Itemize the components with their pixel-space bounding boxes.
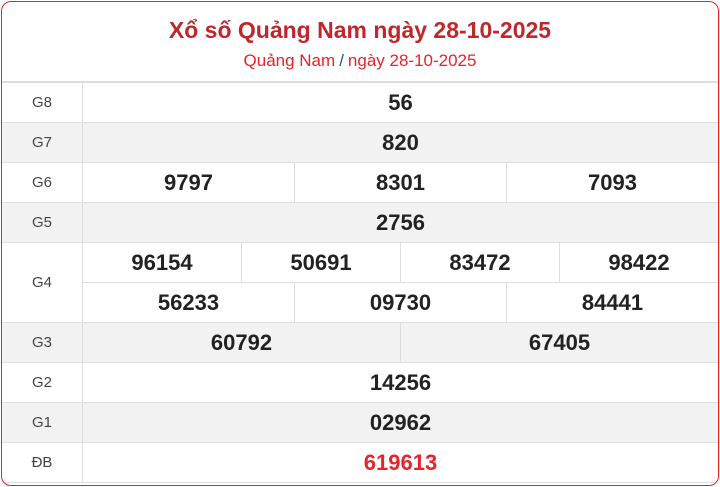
prize-label: G6 — [2, 162, 83, 203]
prize-number: 50691 — [241, 243, 400, 282]
number-line: 02962 — [83, 403, 718, 442]
prize-number: 14256 — [369, 369, 432, 395]
prize-number: 83472 — [400, 243, 559, 282]
number-line: 60792 67405 — [83, 323, 718, 362]
prize-number: 7093 — [506, 163, 718, 202]
prize-numbers: 60792 67405 — [82, 322, 718, 363]
prize-number: 8301 — [294, 163, 506, 202]
prize-label: G5 — [2, 202, 83, 243]
prize-number: 84441 — [506, 283, 718, 322]
breadcrumb-separator: / — [339, 51, 344, 70]
number-line: 14256 — [83, 363, 718, 402]
prize-label: G2 — [2, 362, 83, 403]
prize-number: 9797 — [164, 169, 213, 195]
number-line: 9797 8301 7093 — [83, 163, 718, 202]
prize-number: 98422 — [559, 243, 718, 282]
prize-number: 60792 — [210, 329, 273, 355]
prize-number: 02962 — [369, 409, 432, 435]
prize-number: 820 — [382, 129, 419, 155]
number-line: 2756 — [83, 203, 718, 242]
breadcrumb: Quảng Nam / ngày 28-10-2025 — [2, 51, 718, 71]
prize-row-g4: G4 96154 50691 83472 98422 56233 09730 84441 — [2, 242, 718, 323]
prize-row-đb: ĐB 619613 — [2, 442, 718, 483]
breadcrumb-date-link[interactable]: ngày 28-10-2025 — [347, 51, 477, 70]
number-line: 56233 09730 84441 — [83, 282, 718, 322]
breadcrumb-province-link[interactable]: Quảng Nam — [243, 51, 336, 70]
prize-row-g8: G8 56 — [2, 82, 718, 123]
prize-row-g3: G3 60792 67405 — [2, 322, 718, 363]
header: Xổ số Quảng Nam ngày 28-10-2025 Quảng Na… — [2, 2, 718, 82]
prize-row-g2: G2 14256 — [2, 362, 718, 403]
prize-number: 56 — [388, 89, 413, 115]
prize-number: 09730 — [294, 283, 506, 322]
prize-numbers: 14256 — [82, 362, 718, 403]
prize-numbers: 02962 — [82, 402, 718, 443]
prize-label: G4 — [2, 242, 83, 323]
prize-label: G3 — [2, 322, 83, 363]
prize-label: G1 — [2, 402, 83, 443]
prize-numbers: 820 — [82, 122, 718, 163]
prize-numbers: 619613 — [82, 442, 718, 483]
results-table: G8 56 G7 820 G6 9797 8301 7093 G5 2756 G4 96154 5069… — [2, 82, 718, 483]
prize-number: 2756 — [376, 209, 425, 235]
prize-numbers: 96154 50691 83472 98422 56233 09730 84441 — [82, 242, 718, 323]
prize-numbers: 9797 8301 7093 — [82, 162, 718, 203]
prize-row-g5: G5 2756 — [2, 202, 718, 243]
prize-number: 96154 — [131, 249, 193, 275]
number-line: 820 — [83, 123, 718, 162]
number-line: 619613 — [83, 443, 718, 482]
special-prize-number: 619613 — [363, 449, 438, 475]
prize-label: G7 — [2, 122, 83, 163]
prize-numbers: 2756 — [82, 202, 718, 243]
number-line: 56 — [83, 83, 718, 122]
prize-label: ĐB — [2, 442, 83, 483]
page-title: Xổ số Quảng Nam ngày 28-10-2025 — [168, 17, 552, 43]
prize-row-g6: G6 9797 8301 7093 — [2, 162, 718, 203]
prize-number: 67405 — [400, 323, 718, 362]
prize-label: G8 — [2, 82, 83, 123]
prize-row-g1: G1 02962 — [2, 402, 718, 443]
number-line: 96154 50691 83472 98422 — [83, 243, 718, 282]
prize-number: 56233 — [157, 289, 220, 315]
prize-row-g7: G7 820 — [2, 122, 718, 163]
prize-numbers: 56 — [82, 82, 718, 123]
